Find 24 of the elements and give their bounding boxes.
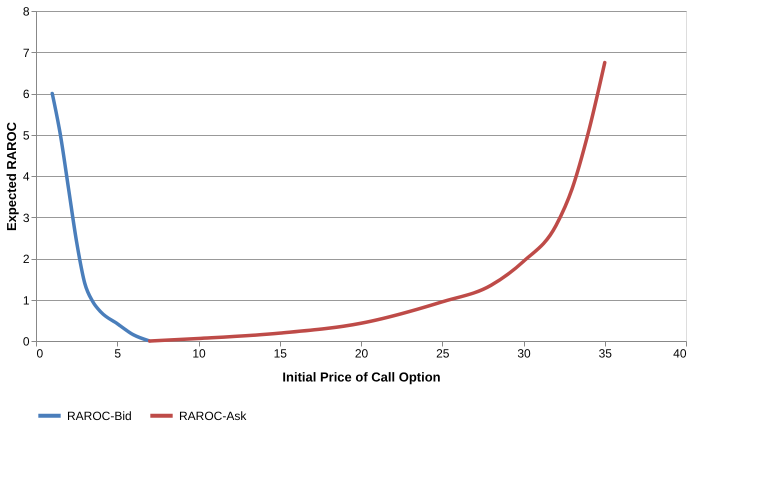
x-tick-label: 0 [36,346,44,360]
y-tick-label: 0 [22,334,30,348]
y-tick-label: 1 [22,293,30,308]
y-tick-label: 5 [22,128,30,142]
y-axis-title: Expected RAROC [4,121,19,232]
line-series [50,92,152,343]
legend-label: RAROC-Ask [179,408,248,423]
y-tick-label: 2 [22,252,30,266]
y-tick-label: 4 [22,170,30,184]
y-tick-label: 3 [22,210,30,225]
x-tick-label: 5 [114,346,122,360]
line-series [148,60,606,343]
x-tick-label: 25 [436,346,450,360]
legend-label: RAROC-Bid [67,408,132,423]
y-tick-label: 6 [22,87,30,101]
x-axis-title: Initial Price of Call Option [282,370,441,384]
x-tick-label: 30 [517,346,531,360]
x-tick-label: 15 [274,346,288,360]
x-tick-label: 10 [192,346,206,360]
x-tick-label: 20 [354,346,368,360]
y-tick-label: 7 [22,46,30,60]
y-tick-label: 8 [22,4,30,18]
x-tick-label: 40 [673,346,687,360]
x-tick-label: 35 [598,346,612,360]
